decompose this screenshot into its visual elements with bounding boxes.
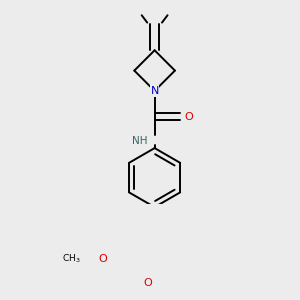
Text: N: N: [150, 86, 159, 96]
Text: O: O: [143, 278, 152, 288]
Text: CH$_3$: CH$_3$: [62, 253, 81, 265]
Text: NH: NH: [132, 136, 147, 146]
Text: O: O: [184, 112, 193, 122]
Text: O: O: [99, 254, 107, 264]
